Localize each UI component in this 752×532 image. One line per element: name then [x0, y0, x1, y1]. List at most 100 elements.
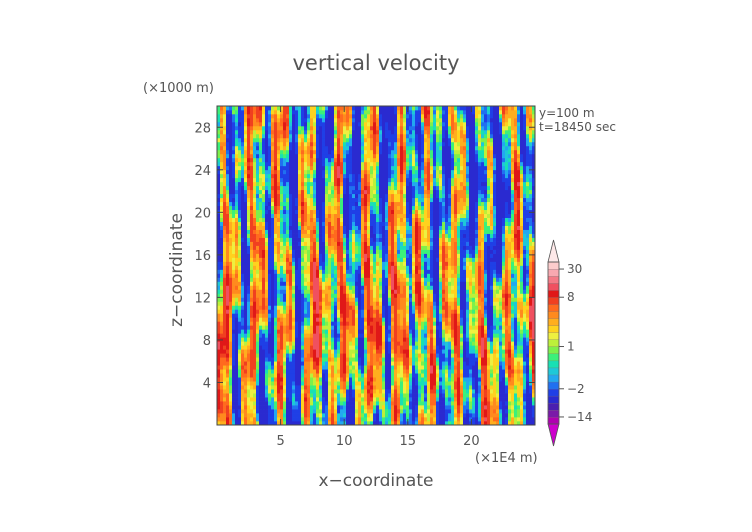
field-cell [274, 221, 278, 226]
field-cell [283, 229, 287, 234]
field-cell [385, 313, 389, 318]
field-cell [382, 133, 386, 139]
field-cell [220, 249, 224, 254]
field-cell [385, 409, 389, 414]
field-cell [400, 197, 404, 203]
field-cell [337, 249, 341, 254]
field-cell [304, 421, 308, 426]
field-cell [328, 301, 332, 306]
field-cell [256, 141, 260, 147]
field-cell [373, 321, 377, 326]
field-cell [334, 341, 338, 346]
field-cell [400, 141, 404, 147]
field-cell [373, 121, 377, 127]
field-cell [382, 257, 386, 262]
field-cell [304, 353, 308, 358]
field-cell [223, 309, 227, 314]
field-cell [349, 213, 353, 218]
field-cell [226, 301, 230, 306]
field-cell [367, 357, 371, 362]
field-cell [385, 221, 389, 226]
field-cell [391, 401, 395, 406]
field-cell [283, 205, 287, 211]
field-cell [217, 381, 221, 386]
field-cell [223, 345, 227, 350]
field-cell [325, 217, 329, 222]
field-cell [319, 337, 323, 342]
field-cell [283, 253, 287, 258]
field-cell [355, 265, 359, 270]
field-cell [271, 161, 275, 167]
field-cell [259, 225, 263, 230]
field-cell [370, 345, 374, 350]
field-cell [346, 293, 350, 298]
field-cell [232, 301, 236, 306]
field-cell [220, 165, 224, 171]
field-cell [274, 313, 278, 318]
field-cell [322, 369, 326, 374]
field-cell [217, 285, 221, 290]
field-cell [271, 113, 275, 119]
field-cell [226, 165, 230, 171]
field-cell [361, 141, 365, 147]
field-cell [259, 401, 263, 406]
field-cell [319, 117, 323, 123]
field-cell [244, 297, 248, 302]
field-cell [361, 253, 365, 258]
field-cell [388, 161, 392, 167]
field-cell [352, 401, 356, 406]
field-cell [313, 297, 317, 302]
field-cell [220, 345, 224, 350]
field-cell [397, 261, 401, 266]
field-cell [364, 381, 368, 386]
field-cell [373, 337, 377, 342]
field-cell [328, 213, 332, 218]
field-cell [289, 137, 293, 143]
field-cell [268, 225, 272, 230]
field-cell [307, 189, 311, 195]
field-cell [229, 397, 233, 402]
field-cell [334, 141, 338, 147]
field-cell [226, 377, 230, 382]
field-cell [400, 265, 404, 270]
field-cell [286, 173, 290, 179]
field-cell [289, 361, 293, 366]
field-cell [301, 109, 305, 115]
field-cell [364, 417, 368, 422]
field-cell [346, 189, 350, 195]
field-cell [271, 106, 275, 111]
field-cell [223, 213, 227, 218]
field-cell [328, 153, 332, 159]
field-cell [217, 189, 221, 195]
field-cell [265, 325, 269, 330]
field-cell [337, 201, 341, 207]
field-cell [361, 405, 365, 410]
field-cell [304, 145, 308, 151]
field-cell [238, 365, 242, 370]
field-cell [238, 313, 242, 318]
field-cell [400, 349, 404, 354]
field-cell [271, 361, 275, 366]
field-cell [310, 253, 314, 258]
field-cell [391, 121, 395, 127]
field-cell [328, 121, 332, 127]
field-cell [262, 161, 266, 167]
field-cell [391, 169, 395, 175]
field-cell [277, 257, 281, 262]
field-cell [289, 421, 293, 426]
field-cell [367, 273, 371, 278]
field-cell [364, 193, 368, 199]
field-cell [304, 217, 308, 222]
field-cell [265, 313, 269, 318]
field-cell [220, 293, 224, 298]
field-cell [217, 277, 221, 282]
field-cell [313, 173, 317, 179]
field-cell [328, 185, 332, 191]
field-cell [265, 369, 269, 374]
field-cell [235, 229, 239, 234]
field-cell [394, 281, 398, 286]
field-cell [277, 417, 281, 422]
field-cell [247, 117, 251, 123]
field-cell [376, 389, 380, 394]
field-cell [364, 285, 368, 290]
